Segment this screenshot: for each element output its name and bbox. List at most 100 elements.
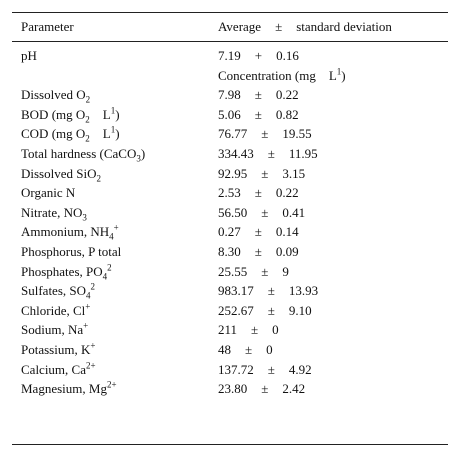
std-dev: 4.92 xyxy=(288,361,312,377)
text: Potassium, K xyxy=(21,342,91,357)
superscript: 2+ xyxy=(106,379,117,390)
plus-minus: ± xyxy=(254,224,262,240)
mean: 56.50 xyxy=(218,204,248,220)
subscript: 4 xyxy=(102,271,108,282)
parameter-cell: Phosphates, PO42 xyxy=(21,262,112,282)
parameter-cell: pH xyxy=(21,48,37,64)
text: Dissolved O xyxy=(21,87,86,103)
value-cell: 5.06 ±0.82 xyxy=(218,107,299,123)
mean: 0.27 xyxy=(218,224,241,240)
parameter-cell: Dissolved SiO2 xyxy=(21,165,101,183)
header-text: ± xyxy=(275,19,283,34)
std-dev: 0 xyxy=(266,342,273,357)
value-cell: 92.95 ±3.15 xyxy=(218,166,305,182)
text: L xyxy=(89,126,111,142)
text: ) xyxy=(341,67,346,83)
text: Total hardness (CaCO xyxy=(21,146,137,161)
value-cell: 48 ±0 xyxy=(218,342,273,358)
table: Parameter Average ± standard deviation pH 7… xyxy=(12,12,448,445)
mean: 7.19 xyxy=(218,48,241,63)
std-dev: 3.15 xyxy=(282,165,306,181)
value-cell: 252.67 ±9.10 xyxy=(218,303,312,319)
plus-minus: ± xyxy=(267,361,275,377)
plus-minus: ± xyxy=(261,263,269,279)
mean: 25.55 xyxy=(218,263,248,279)
mean: 137.72 xyxy=(218,361,254,377)
value-cell: 8.30 ±0.09 xyxy=(218,244,299,260)
table-row: BOD (mg O2 L1) 5.06 ±0.82 xyxy=(12,105,448,126)
table-header: Parameter Average ± standard deviation xyxy=(12,13,448,42)
mean: 8.30 xyxy=(218,244,241,259)
parameter-cell: Chloride, Cl+ xyxy=(21,301,91,319)
plus-minus: ± xyxy=(245,342,253,357)
std-dev: 0.41 xyxy=(282,204,306,220)
superscript: + xyxy=(113,223,119,234)
text: Organic N xyxy=(21,185,76,201)
std-dev: 9.10 xyxy=(288,302,312,318)
superscript: 1 xyxy=(336,66,342,77)
text: COD (mg O xyxy=(21,126,86,142)
value-cell: 334.43 ±11.95 xyxy=(218,146,318,162)
std-dev: 11.95 xyxy=(288,146,318,161)
mean: 983.17 xyxy=(218,283,254,299)
value-cell: 2.53 ±0.22 xyxy=(218,185,299,201)
superscript: 1 xyxy=(110,125,116,136)
table-row: COD (mg O2 L1) 76.77 ±19.55 xyxy=(12,126,448,145)
mean: 92.95 xyxy=(218,165,248,181)
std-dev: 0 xyxy=(272,322,279,338)
parameter-cell: Total hardness (CaCO3) xyxy=(21,146,145,163)
value-cell: 76.77 ±19.55 xyxy=(218,126,312,142)
subscript: 2 xyxy=(85,94,91,105)
std-dev: 13.93 xyxy=(288,283,319,299)
header-text: standard deviation xyxy=(296,19,392,34)
table-row: Organic N 2.53 ±0.22 xyxy=(12,185,448,204)
value-cell: 137.72 ±4.92 xyxy=(218,362,312,378)
subscript: 2 xyxy=(85,133,90,144)
header-cell: Average ± standard deviation xyxy=(218,19,392,35)
table-row: Dissolved SiO2 92.95 ±3.15 xyxy=(12,166,448,185)
table-row: Sulfates, SO42 983.17 ±13.93 xyxy=(12,282,448,302)
text: Concentration (mg xyxy=(218,67,316,83)
value-cell: Concentration (mg L1) xyxy=(218,66,346,84)
text: Nitrate, NO xyxy=(21,204,83,220)
table-row: Phosphorus, P total 8.30 ±0.09 xyxy=(12,244,448,263)
value-cell: 56.50 ±0.41 xyxy=(218,205,305,221)
std-dev: 0.16 xyxy=(276,48,299,63)
superscript: 1 xyxy=(110,105,116,116)
std-dev: 0.22 xyxy=(275,185,299,201)
table-row: Chloride, Cl+ 252.67 ±9.10 xyxy=(12,301,448,322)
mean: 252.67 xyxy=(218,302,254,318)
text: Ammonium, NH xyxy=(21,224,110,240)
parameter-cell: Sulfates, SO42 xyxy=(21,282,95,301)
plus-minus: ± xyxy=(254,185,262,201)
text: Calcium, Ca xyxy=(21,361,86,377)
subscript: 4 xyxy=(109,231,114,242)
std-dev: 0.22 xyxy=(275,87,299,103)
mean: 211 xyxy=(218,322,238,338)
header-text: Average xyxy=(218,19,262,34)
std-dev: 0.14 xyxy=(275,224,299,240)
subscript: 4 xyxy=(86,290,91,301)
value-cell: 7.98 ±0.22 xyxy=(218,87,299,103)
text: Phosphates, PO xyxy=(21,263,103,279)
text: L xyxy=(315,67,337,83)
parameter-cell: Ammonium, NH4+ xyxy=(21,223,119,242)
superscript: 2 xyxy=(107,262,112,273)
parameter-cell: Calcium, Ca2+ xyxy=(21,361,96,378)
std-dev: 0.82 xyxy=(275,106,299,122)
plus-minus: ± xyxy=(267,283,275,299)
plus-minus: ± xyxy=(261,165,269,181)
superscript: + xyxy=(83,321,89,332)
mean: 48 xyxy=(218,342,231,357)
parameter-cell: Phosphorus, P total xyxy=(21,244,121,260)
parameter-cell: Dissolved O2 xyxy=(21,87,91,105)
plus-minus: ± xyxy=(254,87,262,103)
text: Chloride, Cl xyxy=(21,302,86,318)
plus-minus: ± xyxy=(254,106,262,122)
superscript: + xyxy=(85,301,91,312)
text: Dissolved SiO xyxy=(21,165,97,181)
table-row: Ammonium, NH4+ 0.27 ±0.14 xyxy=(12,224,448,243)
table-row: Calcium, Ca2+ 137.72 ±4.92 xyxy=(12,361,448,381)
mean: 2.53 xyxy=(218,185,241,201)
std-dev: 0.09 xyxy=(275,244,299,259)
